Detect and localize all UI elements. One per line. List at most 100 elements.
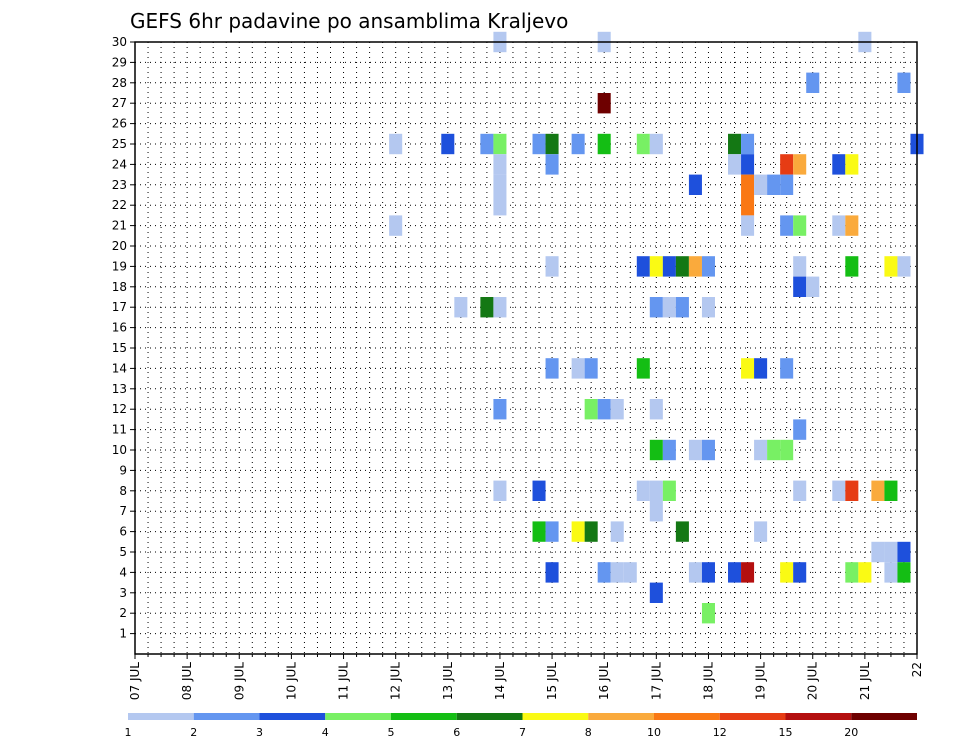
data-cell	[571, 358, 585, 379]
x-tick-label: 15 JUL	[545, 662, 559, 700]
x-tick-label: 10 JUL	[284, 662, 298, 700]
y-tick-label: 27	[112, 96, 127, 110]
data-cell	[884, 541, 898, 563]
data-cell	[728, 562, 742, 583]
data-cell	[793, 256, 807, 277]
data-cell	[780, 358, 794, 379]
data-cell	[845, 480, 859, 501]
data-cell	[858, 562, 872, 583]
x-axis: 07 JUL 08 JUL 09 JUL 10 JUL 11 JUL 12 JUL 13 J…	[128, 654, 924, 700]
data-cell	[493, 297, 507, 318]
data-cell	[845, 215, 859, 236]
y-tick-label: 20	[112, 239, 127, 253]
colorbar: 1 2 3 4 5 6 7 8 10 12 15 20	[125, 713, 917, 739]
colorbar-label: 1	[125, 726, 132, 739]
data-cell	[780, 215, 794, 236]
y-tick-label: 19	[112, 259, 127, 273]
data-cell	[649, 399, 663, 420]
colorbar-label: 15	[779, 726, 793, 739]
data-cell	[897, 562, 911, 583]
data-cell	[845, 154, 859, 175]
colorbar-swatch	[654, 713, 720, 720]
y-tick-label: 2	[119, 606, 127, 620]
y-tick-label: 3	[119, 586, 127, 600]
data-cell	[532, 133, 546, 155]
data-cell	[493, 399, 507, 420]
data-cell	[532, 521, 546, 542]
colorbar-swatch	[785, 713, 852, 720]
y-tick-label: 29	[112, 55, 127, 69]
y-tick-label: 23	[112, 178, 127, 192]
data-cell	[767, 174, 781, 195]
data-cell	[793, 480, 807, 501]
x-tick-label: 20 JUL	[806, 662, 820, 700]
colorbar-label: 10	[647, 726, 661, 739]
data-cell	[480, 133, 494, 155]
y-tick-label: 1	[119, 627, 127, 641]
data-cell	[728, 133, 742, 155]
data-cell	[701, 603, 715, 624]
data-cells	[389, 31, 924, 624]
data-cell	[493, 195, 507, 216]
data-cell	[741, 195, 755, 216]
data-cell	[441, 133, 455, 155]
colorbar-swatch	[391, 713, 457, 720]
data-cell	[662, 256, 676, 277]
data-cell	[493, 174, 507, 195]
data-cell	[793, 215, 807, 236]
data-cell	[636, 480, 650, 501]
y-tick-label: 17	[112, 300, 127, 314]
y-tick-label: 5	[119, 545, 127, 559]
data-cell	[584, 521, 598, 542]
colorbar-swatch	[522, 713, 589, 720]
data-cell	[884, 562, 898, 583]
colorbar-swatch	[259, 713, 326, 720]
data-cell	[845, 562, 859, 583]
y-tick-label: 11	[112, 423, 127, 437]
y-tick-label: 4	[119, 565, 127, 579]
data-cell	[871, 541, 885, 563]
data-cell	[636, 358, 650, 379]
data-cell	[597, 399, 611, 420]
y-tick-label: 28	[112, 76, 127, 90]
data-cell	[754, 439, 768, 461]
data-cell	[832, 215, 846, 236]
data-cell	[649, 582, 663, 603]
data-cell	[649, 501, 663, 522]
x-tick-label: 09 JUL	[232, 662, 246, 700]
data-cell	[597, 133, 611, 155]
data-cell	[493, 480, 507, 501]
data-cell	[701, 256, 715, 277]
data-cell	[871, 480, 885, 501]
colorbar-label: 4	[322, 726, 329, 739]
data-cell	[571, 133, 585, 155]
colorbar-swatch	[719, 713, 786, 720]
data-cell	[545, 562, 559, 583]
y-tick-label: 24	[112, 157, 127, 171]
colorbar-label: 8	[585, 726, 592, 739]
data-cell	[741, 133, 755, 155]
data-cell	[741, 154, 755, 175]
data-cell	[780, 439, 794, 461]
y-tick-label: 22	[112, 198, 127, 212]
colorbar-swatch	[588, 713, 654, 720]
data-cell	[793, 419, 807, 440]
data-cell	[741, 562, 755, 583]
data-cell	[662, 297, 676, 318]
data-cell	[688, 256, 702, 277]
data-cell	[741, 358, 755, 379]
data-cell	[701, 439, 715, 461]
y-tick-label: 12	[112, 402, 127, 416]
colorbar-swatch	[325, 713, 391, 720]
y-tick-label: 10	[112, 443, 127, 457]
data-cell	[728, 154, 742, 175]
data-cell	[767, 439, 781, 461]
y-tick-label: 21	[112, 219, 127, 233]
x-tick-label: 22	[910, 662, 924, 677]
data-cell	[897, 256, 911, 277]
data-cell	[662, 439, 676, 461]
colorbar-swatch	[128, 713, 194, 720]
data-cell	[480, 297, 494, 318]
colorbar-label: 3	[256, 726, 263, 739]
data-cell	[806, 276, 820, 297]
